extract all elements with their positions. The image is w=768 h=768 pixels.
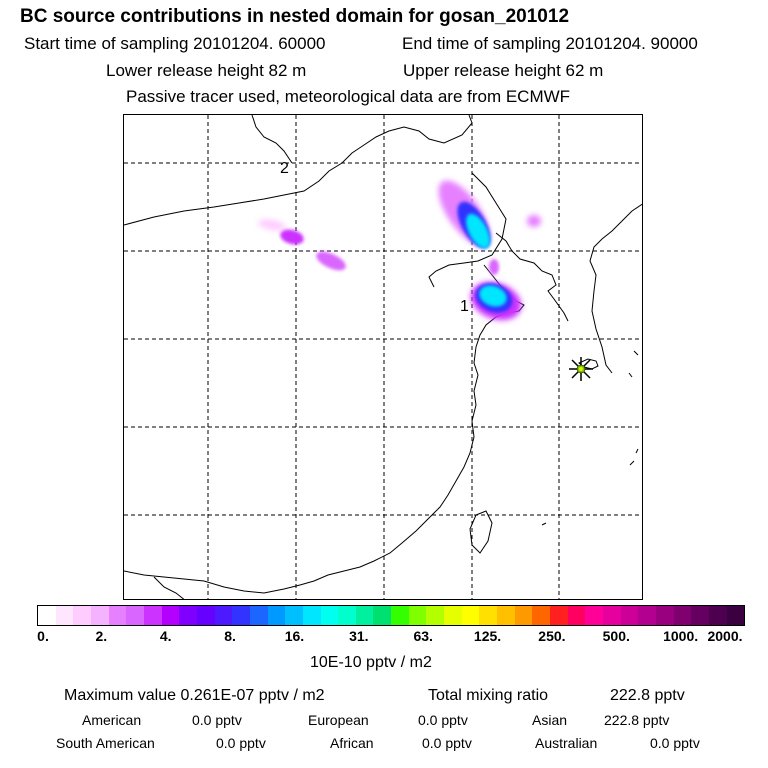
plot-title: BC source contributions in nested domain… (20, 6, 570, 27)
start-time-label: Start time of sampling 20101204. 60000 (24, 34, 326, 53)
colorbar-segment (708, 606, 727, 625)
colorbar-tick-label: 63. (413, 628, 433, 644)
colorbar-segment (161, 606, 180, 625)
colorbar-segment (38, 606, 56, 625)
colorbar-segment (603, 606, 621, 625)
colorbar-segment (408, 606, 427, 625)
colorbar-segment (232, 606, 250, 625)
colorbar-segment (532, 606, 551, 625)
south-american-label: South American (56, 735, 155, 751)
receptor-star-icon (569, 357, 593, 381)
end-time-label: End time of sampling 20101204. 90000 (402, 34, 698, 53)
colorbar-segment (726, 606, 745, 625)
colorbar-tick-label: 31. (349, 628, 369, 644)
colorbar-tick-label: 0. (37, 628, 49, 644)
total-mixing-label: Total mixing ratio (428, 687, 549, 704)
colorbar-segment (302, 606, 321, 625)
colorbar-segment (620, 606, 639, 625)
region-label-2: 2 (280, 160, 289, 177)
colorbar-segment (285, 606, 303, 625)
colorbar-tick-label: 500. (602, 628, 630, 644)
colorbar-tick-label: 8. (224, 628, 236, 644)
colorbar-segment (126, 606, 144, 625)
tracer-info-label: Passive tracer used, meteorological data… (126, 87, 571, 106)
colorbar-tick-label: 16. (284, 628, 305, 644)
colorbar-segment (479, 606, 498, 625)
plume-north (438, 180, 541, 249)
african-value: 0.0 pptv (422, 735, 472, 751)
colorbar-segment (461, 606, 480, 625)
colorbar-segment (249, 606, 268, 625)
upper-release-label: Upper release height 62 m (403, 61, 604, 80)
colorbar-segment (514, 606, 533, 625)
colorbar-segment (196, 606, 215, 625)
colorbar-segment (444, 606, 462, 625)
colorbar-segment (355, 606, 374, 625)
colorbar-segment (320, 606, 339, 625)
australian-label: Australian (535, 735, 598, 751)
colorbar-segment (497, 606, 515, 625)
colorbar-segment (567, 606, 586, 625)
european-value: 0.0 pptv (418, 712, 468, 728)
colorbar-tick-label: 1000. (663, 628, 699, 644)
colorbar-segment (90, 606, 109, 625)
map-panel: 2 1 (123, 114, 643, 600)
colorbar-segment (214, 606, 233, 625)
plume-bohai (470, 259, 522, 321)
lower-release-label: Lower release height 82 m (106, 61, 307, 80)
colorbar-segment (267, 606, 286, 625)
colorbar-segment (373, 606, 392, 625)
total-mixing-value: 222.8 pptv (610, 687, 685, 704)
colorbar-unit-label: 10E-10 pptv / m2 (310, 654, 432, 671)
asian-value: 222.8 pptv (604, 712, 670, 728)
colorbar-segment (673, 606, 692, 625)
colorbar-segment (108, 606, 127, 625)
colorbar-segment (143, 606, 162, 625)
colorbar-tick-label: 2000. (707, 628, 743, 644)
american-label: American (82, 712, 142, 728)
colorbar-segment (691, 606, 709, 625)
colorbar-tick-label: 2. (95, 628, 108, 644)
american-value: 0.0 pptv (192, 712, 242, 728)
european-label: European (308, 712, 369, 728)
colorbar-segment (179, 606, 197, 625)
colorbar-segment (655, 606, 674, 625)
map-canvas: 2 1 (124, 115, 642, 599)
colorbar-segment (585, 606, 603, 625)
map-gridlines (124, 115, 642, 599)
african-label: African (330, 735, 374, 751)
coastlines (124, 115, 642, 599)
australian-value: 0.0 pptv (650, 735, 700, 751)
colorbar-segment (338, 606, 356, 625)
colorbar-tick-label: 4. (159, 628, 172, 644)
colorbar-segment (638, 606, 656, 625)
colorbar-segment (550, 606, 568, 625)
plume-west (258, 219, 346, 271)
south-american-value: 0.0 pptv (216, 735, 266, 751)
colorbar-segment (73, 606, 91, 625)
colorbar-segment (391, 606, 409, 625)
colorbar-tick-label: 125. (473, 628, 502, 644)
colorbar-tick-label: 250. (538, 628, 566, 644)
colorbar-segment (55, 606, 74, 625)
asian-label: Asian (532, 712, 568, 728)
colorbar-segment (426, 606, 445, 625)
colorbar (37, 605, 745, 626)
region-label-1: 1 (460, 298, 469, 315)
max-value-label: Maximum value 0.261E-07 pptv / m2 (64, 687, 325, 704)
